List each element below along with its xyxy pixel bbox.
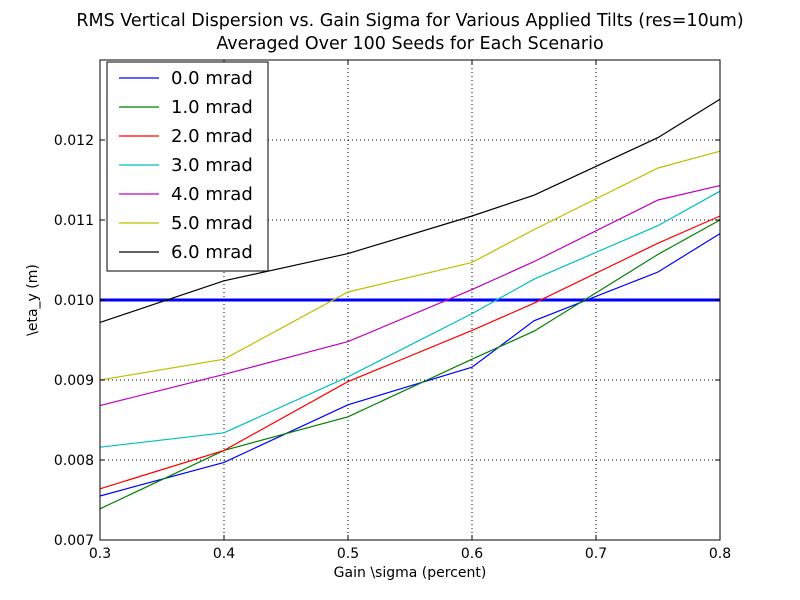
x-tick-label: 0.3	[89, 546, 111, 562]
series-line-2-0-mrad	[99, 215, 721, 490]
legend-box	[106, 61, 269, 272]
legend-label: 6.0 mrad	[171, 242, 253, 263]
legend-label: 4.0 mrad	[171, 184, 253, 205]
legend-label: 1.0 mrad	[171, 97, 253, 118]
y-tick-label: 0.012	[54, 133, 94, 149]
legend-label: 0.0 mrad	[171, 68, 253, 89]
legend-label: 3.0 mrad	[171, 155, 253, 176]
series-line-0-0-mrad	[99, 233, 721, 497]
x-tick-label: 0.6	[461, 546, 483, 562]
y-tick-label: 0.009	[54, 373, 94, 389]
chart-title-line2: Averaged Over 100 Seeds for Each Scenari…	[216, 34, 603, 54]
x-tick-label: 0.8	[709, 546, 731, 562]
y-tick-label: 0.008	[54, 453, 94, 469]
series-line-5-0-mrad	[99, 150, 721, 381]
legend-label: 5.0 mrad	[171, 213, 253, 234]
series-line-6-0-mrad	[99, 98, 721, 323]
chart-title-line1: RMS Vertical Dispersion vs. Gain Sigma f…	[76, 11, 743, 31]
x-tick-label: 0.7	[585, 546, 607, 562]
x-tick-label: 0.5	[337, 546, 359, 562]
legend-label: 2.0 mrad	[171, 126, 253, 147]
x-axis-label: Gain \sigma (percent)	[334, 565, 487, 581]
axis-ticks: 0.3 0.4 0.5 0.6 0.7 0.8 0.007 0.008 0.009 0.010 0.…	[54, 60, 731, 562]
y-axis-label: \eta_y (m)	[25, 264, 41, 336]
y-tick-label: 0.007	[54, 533, 94, 549]
y-tick-label: 0.011	[54, 213, 94, 229]
y-tick-label: 0.010	[54, 293, 94, 309]
series-line-4-0-mrad	[99, 185, 721, 407]
series-line-3-0-mrad	[99, 190, 721, 448]
series-lines	[99, 98, 721, 510]
x-tick-label: 0.4	[213, 546, 235, 562]
legend: 0.0 mrad 1.0 mrad 2.0 mrad 3.0 mrad 4.0 mrad…	[106, 61, 269, 272]
